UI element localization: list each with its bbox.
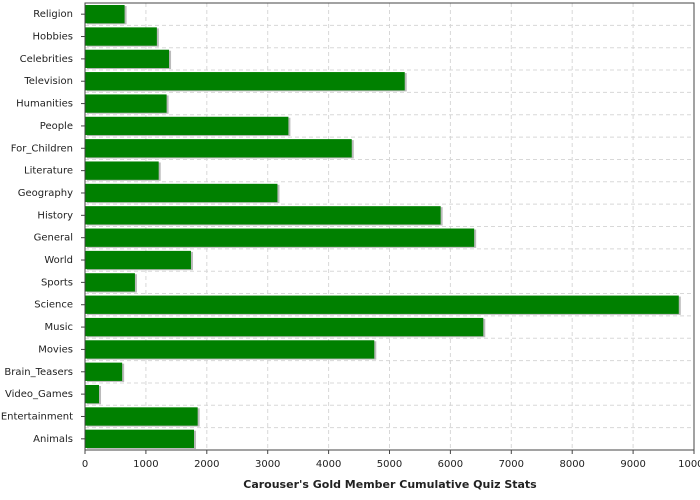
bar <box>85 49 170 69</box>
x-tick-label: 6000 <box>438 459 463 470</box>
y-tick-label: World <box>44 255 73 266</box>
x-tick-label: 3000 <box>255 459 280 470</box>
x-tick-label: 0 <box>82 459 88 470</box>
y-tick-label: Video_Games <box>5 389 73 400</box>
bar <box>85 273 135 292</box>
y-tick-label: Hobbies <box>33 32 73 43</box>
y-tick-label: For_Children <box>11 143 73 154</box>
y-tick-label: Geography <box>18 188 73 199</box>
x-tick-label: 10000 <box>678 459 700 470</box>
y-tick-label: People <box>40 121 73 132</box>
x-tick-label: 2000 <box>194 459 219 470</box>
bar <box>85 228 475 247</box>
bar <box>85 206 441 225</box>
x-tick-label: 7000 <box>499 459 524 470</box>
bar <box>85 161 159 180</box>
y-tick-label: Music <box>45 322 73 333</box>
bar <box>85 27 157 46</box>
y-tick-label: Celebrities <box>20 54 73 65</box>
bar <box>85 139 352 158</box>
bar <box>85 72 405 91</box>
bar <box>85 407 198 426</box>
x-tick-label: 9000 <box>620 459 645 470</box>
bar <box>85 116 289 136</box>
bar <box>85 340 375 359</box>
plot-frame <box>84 2 695 451</box>
y-tick-label: Religion <box>33 9 73 20</box>
y-tick-label: Brain_Teasers <box>4 367 73 378</box>
bar <box>85 5 125 24</box>
y-tick-label: Science <box>34 300 73 311</box>
bar <box>85 94 167 113</box>
bar <box>85 362 123 381</box>
x-tick-label: 4000 <box>316 459 341 470</box>
y-tick-label: History <box>37 210 73 221</box>
y-tick-label: Entertainment <box>1 411 73 422</box>
y-tick-label: Movies <box>38 344 73 355</box>
y-tick-label: Television <box>23 76 73 87</box>
y-tick-label: Sports <box>41 277 73 288</box>
bar <box>85 429 195 448</box>
y-tick-label: Humanities <box>16 99 73 110</box>
y-tick-label: Literature <box>24 166 73 177</box>
y-tick-label: General <box>34 233 73 244</box>
x-tick-label: 8000 <box>559 459 584 470</box>
x-axis-label: Carouser's Gold Member Cumulative Quiz S… <box>243 478 537 491</box>
x-tick-label: 5000 <box>377 459 402 470</box>
bar <box>85 183 278 203</box>
x-tick-label: 1000 <box>133 459 158 470</box>
bar <box>85 250 191 270</box>
y-tick-label: Animals <box>33 434 73 445</box>
bar <box>85 384 100 404</box>
bar <box>85 317 484 337</box>
bar <box>85 295 679 314</box>
